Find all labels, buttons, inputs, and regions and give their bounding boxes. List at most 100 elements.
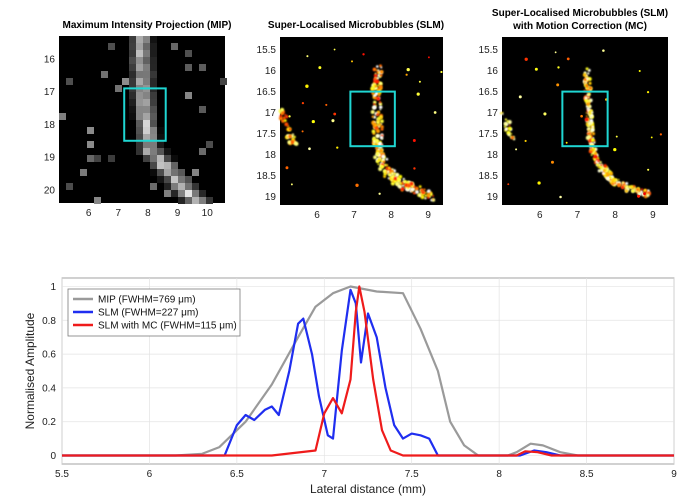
mip-pixel — [157, 155, 164, 162]
mip-pixel — [199, 197, 206, 204]
mip-pixel — [150, 127, 157, 134]
microbubble-dot — [385, 166, 389, 170]
microbubble-dot — [377, 76, 380, 79]
microbubble-dot — [379, 135, 384, 140]
mip-pixel — [171, 169, 178, 176]
microbubble-dot — [380, 127, 384, 131]
microbubble-dot — [524, 139, 527, 143]
panel1-x-tick-label: 8 — [145, 208, 151, 219]
mip-pixel — [164, 176, 171, 183]
microbubble-dot — [402, 177, 405, 181]
mip-pixel — [178, 183, 185, 190]
panel1-y-tick-label: 19 — [44, 153, 56, 164]
microbubble-dot — [593, 158, 596, 161]
microbubble-dot — [423, 191, 426, 194]
microbubble-dot — [375, 152, 380, 156]
mip-pixel — [143, 50, 150, 57]
microbubble-dot — [393, 176, 398, 181]
microbubble-dot — [590, 111, 594, 114]
microbubble-dot — [633, 188, 636, 190]
microbubble-dot — [372, 142, 376, 146]
microbubble-dot — [406, 183, 411, 188]
microbubble-dot — [372, 81, 376, 85]
microbubble-dot — [375, 79, 380, 84]
mip-pixel — [150, 162, 157, 169]
x-tick-label: 8 — [496, 469, 502, 480]
microbubble-dot — [373, 100, 377, 105]
mip-pixel — [129, 71, 136, 78]
mip-pixel — [171, 183, 178, 190]
mip-pixel — [164, 162, 171, 169]
microbubble-dot — [374, 96, 378, 100]
microbubble-dot — [427, 189, 431, 193]
microbubble-dot — [370, 86, 375, 90]
microbubble-dot — [624, 184, 627, 187]
mip-pixel — [150, 113, 157, 120]
microbubble-dot — [371, 115, 374, 118]
microbubble-dot — [537, 181, 541, 185]
microbubble-dot — [587, 68, 591, 72]
microbubble-dot — [507, 133, 511, 137]
mip-pixel — [178, 190, 185, 197]
microbubble-dot — [375, 159, 379, 163]
microbubble-dot — [373, 73, 378, 78]
microbubble-dot — [372, 122, 377, 127]
mip-pixel — [108, 155, 115, 162]
mip-pixel — [129, 64, 136, 71]
microbubble-dot — [424, 197, 427, 200]
mip-pixel — [136, 148, 143, 155]
microbubble-dot — [280, 111, 285, 116]
mip-pixel — [164, 190, 171, 197]
mip-pixel — [129, 78, 136, 85]
microbubble-dot — [501, 111, 504, 114]
microbubble-dot — [585, 67, 589, 71]
microbubble-dot — [592, 138, 595, 141]
microbubble-dot — [278, 109, 282, 113]
microbubble-dot — [589, 116, 592, 119]
microbubble-dot — [580, 114, 583, 118]
microbubble-dot — [420, 194, 423, 197]
y-tick-label: 0.6 — [42, 350, 56, 361]
microbubble-dot — [613, 181, 617, 185]
microbubble-dot — [288, 134, 292, 139]
microbubble-dot — [374, 84, 378, 88]
mip-pixel — [129, 50, 136, 57]
microbubble-dot — [398, 174, 403, 179]
mip-pixel — [143, 78, 150, 85]
microbubble-dot — [375, 134, 380, 138]
microbubble-dot — [554, 51, 557, 54]
microbubble-dot — [588, 81, 592, 85]
mip-pixel — [185, 183, 192, 190]
microbubble-dot — [632, 185, 636, 188]
mip-pixel — [164, 155, 171, 162]
microbubble-dot — [294, 141, 299, 146]
microbubble-dot — [606, 176, 610, 181]
microbubble-dot — [586, 102, 590, 106]
mip-pixel — [150, 36, 157, 43]
microbubble-dot — [584, 117, 589, 122]
microbubble-dot — [510, 132, 513, 135]
microbubble-dot — [415, 190, 419, 194]
panel2-y-tick-label: 18.5 — [257, 171, 277, 182]
microbubble-dot — [432, 198, 434, 201]
microbubble-dot — [373, 155, 378, 160]
microbubble-dot — [587, 92, 591, 97]
microbubble-dot — [515, 148, 518, 151]
microbubble-dot — [379, 108, 382, 111]
mip-pixel — [129, 99, 136, 106]
microbubble-dot — [375, 138, 379, 143]
panel3-y-tick-label: 17.5 — [479, 129, 499, 140]
microbubble-dot — [583, 78, 587, 82]
slm-mc-panel-title: Super-Localised Microbubbles (SLM) — [492, 8, 668, 19]
microbubble-dot — [355, 183, 359, 187]
mip-pixel — [178, 197, 185, 204]
microbubble-dot — [534, 67, 538, 71]
microbubble-dot — [557, 66, 560, 69]
microbubble-dot — [301, 101, 305, 105]
panel2-y-tick-label: 17.5 — [257, 129, 277, 140]
mip-pixel — [136, 106, 143, 113]
panel3-x-tick-label: 7 — [575, 210, 581, 221]
mip-panel: Maximum Intensity Projection (MIP) 6 7 8 9 1… — [44, 20, 232, 219]
mip-pixel-layer — [59, 36, 227, 204]
legend-label-slm: SLM (FWHM=227 μm) — [98, 308, 199, 319]
